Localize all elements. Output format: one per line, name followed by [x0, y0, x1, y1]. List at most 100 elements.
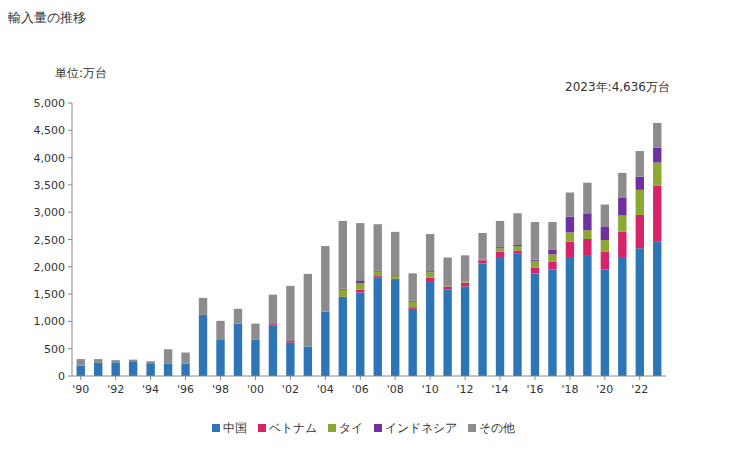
bar: [548, 254, 556, 262]
x-tick-label: '04: [317, 383, 334, 396]
y-tick-label: 2,500: [34, 234, 66, 247]
bar: [408, 309, 416, 376]
legend-swatch: [212, 424, 220, 432]
y-tick: [68, 376, 72, 377]
x-tick: [220, 376, 221, 380]
x-tick: [639, 376, 640, 380]
bar: [478, 259, 486, 260]
bar: [583, 213, 591, 230]
bar: [181, 363, 189, 376]
bar: [601, 205, 609, 227]
bar: [548, 222, 556, 250]
bar: [321, 312, 329, 376]
bar: [583, 239, 591, 256]
bar: [566, 242, 574, 257]
y-tick-label: 5,000: [34, 97, 66, 110]
x-tick: [465, 376, 466, 380]
x-tick-label: '94: [142, 383, 159, 396]
x-tick-label: '18: [561, 383, 578, 396]
x-tick-label: '14: [492, 383, 509, 396]
bar: [513, 213, 521, 245]
y-tick-label: 0: [58, 370, 65, 383]
legend: 中国ベトナムタイインドネシアその他: [212, 421, 515, 435]
y-tick-label: 1,000: [34, 315, 66, 328]
legend-swatch: [468, 424, 476, 432]
x-axis: [72, 376, 666, 377]
bar: [374, 277, 382, 376]
x-tick-label: '96: [177, 383, 194, 396]
legend-label: ベトナム: [269, 421, 317, 435]
bar: [339, 221, 347, 289]
y-tick-label: 1,500: [34, 288, 66, 301]
y-axis: [72, 103, 73, 376]
bar: [286, 341, 294, 343]
bar: [199, 315, 207, 376]
bar: [653, 163, 661, 186]
y-tick: [68, 103, 72, 104]
bar: [636, 177, 644, 190]
y-tick: [68, 266, 72, 267]
bar: [461, 282, 469, 283]
x-tick: [290, 376, 291, 380]
bar: [461, 286, 469, 376]
x-tick-label: '92: [107, 383, 124, 396]
bar: [443, 290, 451, 376]
bar: [566, 232, 574, 241]
x-tick-label: '00: [247, 383, 264, 396]
title: 輸入量の推移: [8, 10, 86, 25]
bar: [304, 347, 312, 376]
bar: [566, 217, 574, 233]
legend-swatch: [328, 424, 336, 432]
y-tick: [68, 157, 72, 158]
bar: [496, 248, 504, 251]
bar: [566, 193, 574, 217]
bar: [339, 290, 347, 297]
y-tick: [68, 321, 72, 322]
bar: [548, 270, 556, 376]
bar: [531, 261, 539, 268]
y-tick-label: 3,500: [34, 179, 66, 192]
bar: [356, 292, 364, 376]
x-tick: [395, 376, 396, 380]
bar: [304, 274, 312, 347]
bar: [199, 298, 207, 315]
bar: [548, 262, 556, 270]
bar: [478, 233, 486, 259]
bar: [531, 222, 539, 260]
bar: [356, 223, 364, 281]
bar: [461, 255, 469, 281]
y-axis-label: 単位:万台: [55, 66, 107, 80]
bar: [618, 173, 626, 198]
x-tick: [255, 376, 256, 380]
bar: [653, 185, 661, 241]
bar: [391, 232, 399, 275]
bar: [618, 232, 626, 257]
y-tick-label: 3,000: [34, 206, 66, 219]
bar: [146, 364, 154, 376]
x-tick: [360, 376, 361, 380]
legend-swatch: [258, 424, 266, 432]
bar: [77, 359, 85, 366]
x-tick-label: '10: [422, 383, 439, 396]
legend-label: 中国: [223, 421, 247, 435]
x-tick: [569, 376, 570, 380]
chart: 輸入量の推移単位:万台2023年:4,636万台05001,0001,5002,…: [0, 0, 729, 450]
bar: [129, 361, 137, 376]
bar: [286, 343, 294, 376]
bar: [496, 221, 504, 247]
bar: [94, 359, 102, 363]
bar: [426, 234, 434, 271]
x-tick-label: '06: [352, 383, 369, 396]
x-tick-label: '98: [212, 383, 229, 396]
bar: [356, 281, 364, 283]
bar: [94, 363, 102, 376]
bar: [408, 302, 416, 307]
bar: [164, 349, 172, 363]
bar: [251, 339, 259, 376]
bar: [636, 248, 644, 376]
bar: [374, 224, 382, 270]
bar: [339, 298, 347, 376]
bar: [269, 295, 277, 324]
bar: [601, 270, 609, 376]
bar: [426, 278, 434, 281]
